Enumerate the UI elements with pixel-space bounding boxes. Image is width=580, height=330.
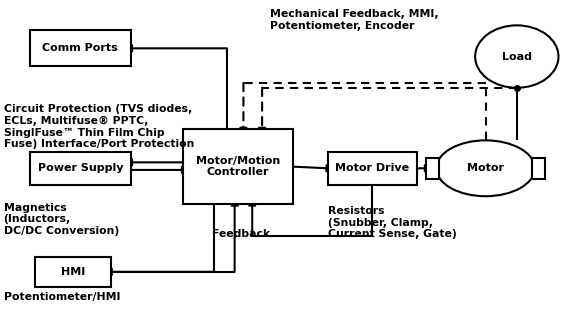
Circle shape bbox=[436, 140, 535, 196]
Text: Potentiometer/HMI: Potentiometer/HMI bbox=[3, 291, 120, 302]
Text: Circuit Protection (TVS diodes,
ECLs, Multifuse® PPTC,
SinglFuse™ Thin Film Chip: Circuit Protection (TVS diodes, ECLs, Mu… bbox=[3, 104, 194, 149]
Text: Mechanical Feedback, MMI,
Potentiometer, Encoder: Mechanical Feedback, MMI, Potentiometer,… bbox=[270, 9, 438, 30]
Ellipse shape bbox=[475, 25, 559, 88]
FancyBboxPatch shape bbox=[30, 152, 131, 185]
FancyBboxPatch shape bbox=[328, 152, 417, 185]
Text: Motor: Motor bbox=[467, 163, 504, 173]
FancyBboxPatch shape bbox=[532, 158, 545, 179]
Text: Motor Drive: Motor Drive bbox=[335, 163, 409, 173]
Text: Feedback: Feedback bbox=[212, 229, 270, 239]
Text: Resistors
(Snubber, Clamp,
Current Sense, Gate): Resistors (Snubber, Clamp, Current Sense… bbox=[328, 206, 456, 239]
Text: Magnetics
(Inductors,
DC/DC Conversion): Magnetics (Inductors, DC/DC Conversion) bbox=[3, 203, 119, 236]
FancyBboxPatch shape bbox=[426, 158, 438, 179]
Text: Load: Load bbox=[502, 51, 532, 62]
FancyBboxPatch shape bbox=[30, 30, 131, 66]
Text: HMI: HMI bbox=[61, 267, 85, 277]
Text: Comm Ports: Comm Ports bbox=[42, 43, 118, 53]
Text: Motor/Motion
Controller: Motor/Motion Controller bbox=[196, 156, 280, 178]
Text: Power Supply: Power Supply bbox=[38, 163, 123, 173]
FancyBboxPatch shape bbox=[183, 129, 293, 204]
FancyBboxPatch shape bbox=[35, 257, 111, 286]
